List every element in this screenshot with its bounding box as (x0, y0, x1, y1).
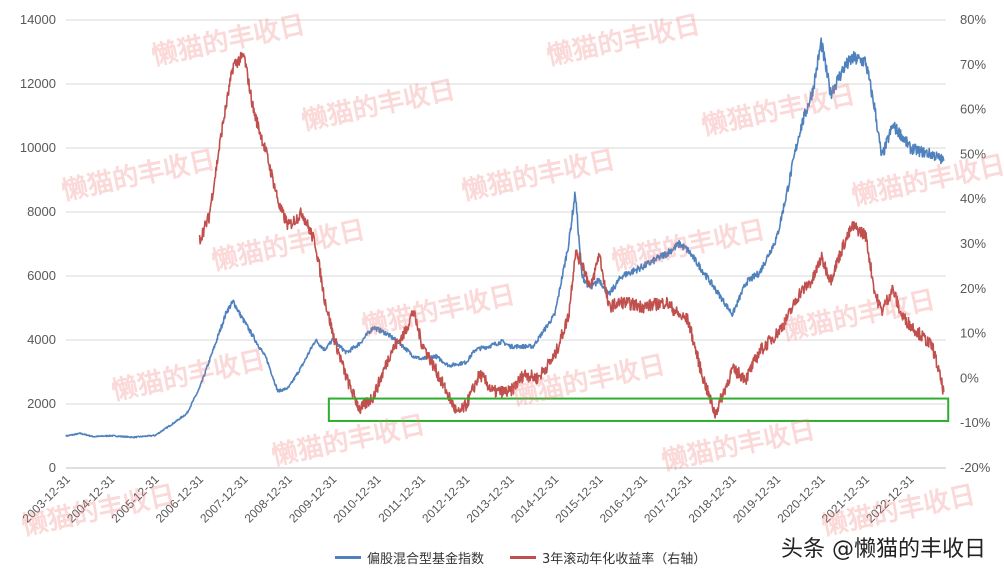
legend-swatch-blue (335, 556, 361, 559)
right-axis-tick-label: 50% (960, 146, 986, 161)
gridlines (66, 19, 946, 469)
left-axis-tick-label: 6000 (27, 268, 56, 283)
right-axis-tick-label: -10% (960, 415, 991, 430)
legend-label-fund-index: 偏股混合型基金指数 (367, 552, 485, 567)
left-axis-tick-label: 8000 (27, 204, 56, 219)
legend-label-rolling-return: 3年滚动年化收益率（右轴） (542, 552, 707, 567)
x-axis-tick-label: 2022-12-31 (863, 472, 917, 526)
left-axis-tick-label: 4000 (27, 332, 56, 347)
legend: 偏股混合型基金指数 3年滚动年化收益率（右轴） (335, 548, 706, 567)
right-axis-ticks: -20% -10% 0% 10% 20% 30% 40% 50% 60% 70% 80% (960, 12, 991, 475)
legend-item-rolling-return[interactable]: 3年滚动年化收益率（右轴） (510, 548, 706, 567)
legend-item-fund-index[interactable]: 偏股混合型基金指数 (335, 548, 484, 567)
right-axis-tick-label: 70% (960, 57, 986, 72)
left-axis-tick-label: 0 (49, 460, 56, 475)
series-line-fund-index (65, 37, 945, 439)
series-lines (65, 37, 945, 439)
left-axis-ticks: 0 2000 4000 6000 8000 10000 12000 14000 (20, 12, 56, 475)
series-line-rolling-return (198, 51, 945, 419)
x-axis-ticks: 2003-12-312004-12-312005-12-312006-12-31… (20, 472, 917, 526)
right-axis-tick-label: 10% (960, 326, 986, 341)
right-axis-tick-label: 80% (960, 12, 986, 27)
right-axis-tick-label: -20% (960, 460, 991, 475)
left-axis-tick-label: 12000 (20, 76, 56, 91)
right-axis-tick-label: 40% (960, 191, 986, 206)
highlight-rectangle (327, 397, 950, 422)
left-axis-tick-label: 2000 (27, 396, 56, 411)
highlight-box (327, 397, 950, 422)
left-axis-tick-label: 10000 (20, 140, 56, 155)
left-axis-tick-label: 14000 (20, 12, 56, 27)
legend-swatch-red (510, 556, 537, 559)
source-credit: 头条 @懒猫的丰收日 (781, 537, 986, 562)
right-axis-tick-label: 20% (960, 281, 986, 296)
right-axis-tick-label: 0% (960, 370, 979, 385)
x-axis-tick-label: 2010-12-31 (330, 472, 384, 526)
right-axis-tick-label: 60% (960, 102, 986, 117)
right-axis-tick-label: 30% (960, 236, 986, 251)
